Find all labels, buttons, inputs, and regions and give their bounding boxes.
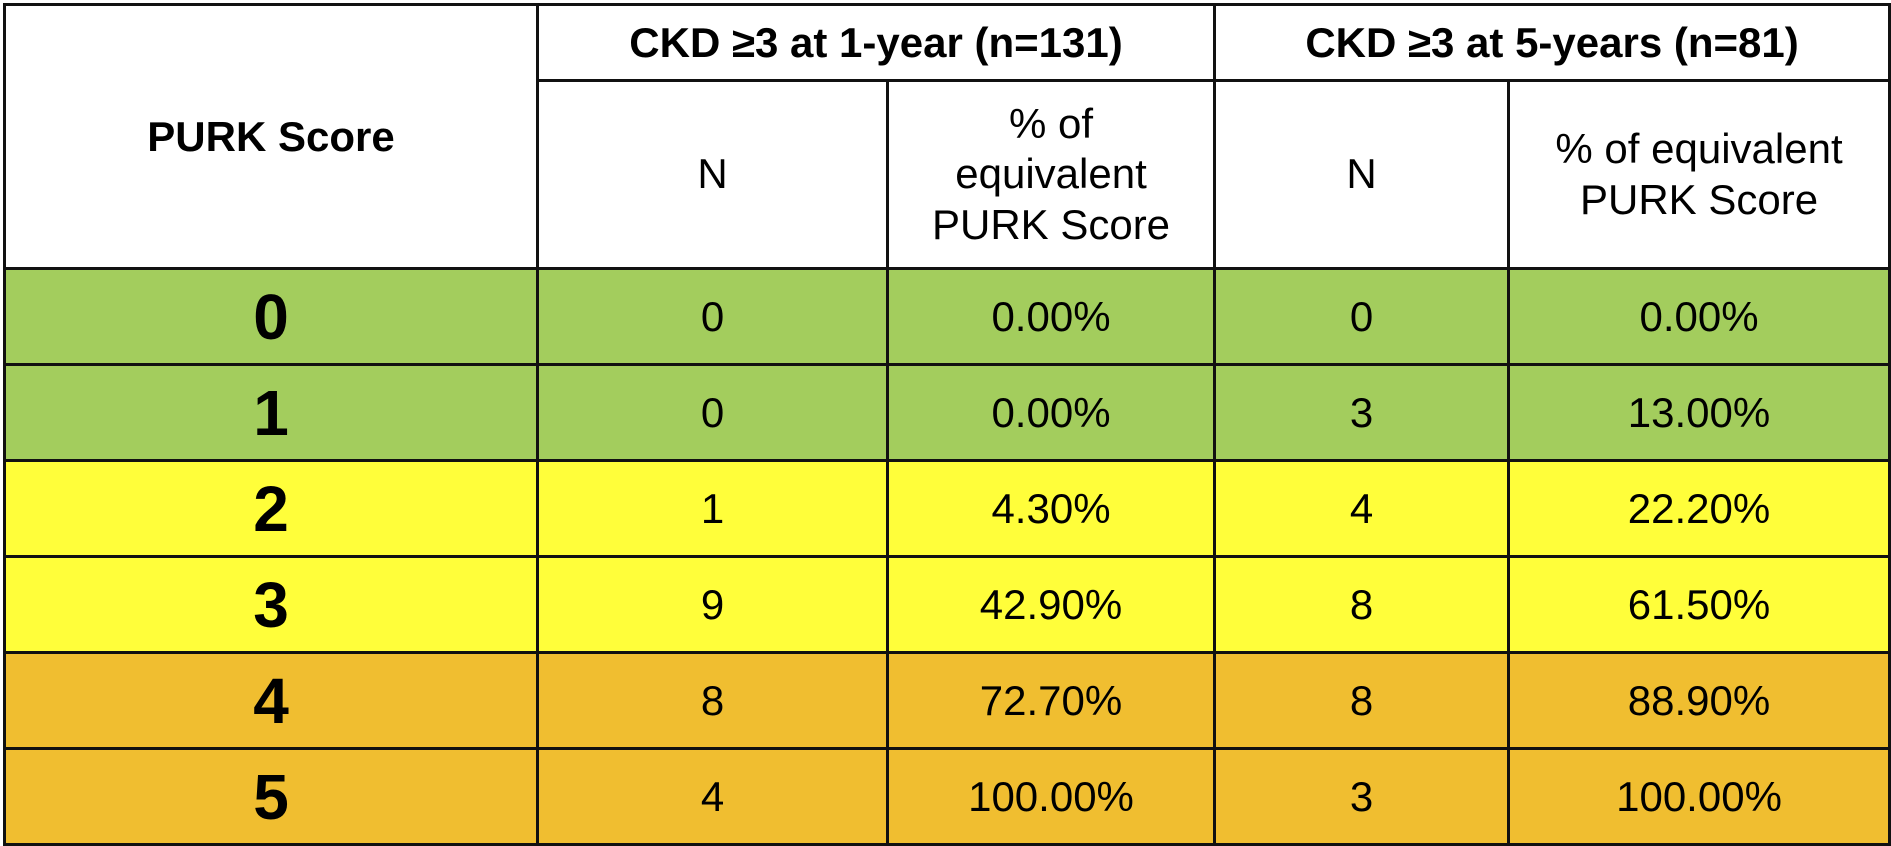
cell-n-1-year: 4 xyxy=(536,747,889,846)
cell-pct-1-year: 100.00% xyxy=(885,747,1217,846)
header-row-groups: PURK Score CKD ≥3 at 1-year (n=131) CKD … xyxy=(3,3,1891,270)
cell-n-5-years: 8 xyxy=(1213,555,1511,654)
cell-n-5-years: 4 xyxy=(1213,459,1511,558)
table-row: 4 8 72.70% 8 88.90% xyxy=(3,651,1891,750)
cell-pct-5-years: 88.90% xyxy=(1507,651,1891,750)
table-row: 1 0 0.00% 3 13.00% xyxy=(3,363,1891,462)
cell-n-5-years: 8 xyxy=(1213,651,1511,750)
header-pct-1-year-line-1: % of xyxy=(1008,99,1094,147)
header-pct-5-years-line-1: % of equivalent xyxy=(1555,125,1843,173)
header-group-5-years: CKD ≥3 at 5-years (n=81) xyxy=(1213,3,1891,82)
cell-purk-score: 2 xyxy=(3,459,539,558)
cell-purk-score: 3 xyxy=(3,555,539,654)
header-row-subcolumns: N % of equivalent PURK Score N % of equi… xyxy=(5,79,1891,270)
header-pct-5-years-line-2: PURK Score xyxy=(1579,175,1819,223)
cell-pct-1-year: 4.30% xyxy=(885,459,1217,558)
cell-n-1-year: 1 xyxy=(536,459,889,558)
header-group-1-year: CKD ≥3 at 1-year (n=131) xyxy=(535,3,1217,82)
cell-pct-1-year: 72.70% xyxy=(885,651,1217,750)
table-body: 0 0 0.00% 0 0.00% 1 0 0.00% 3 13.00% 2 1 4.30% 4 22.20… xyxy=(3,267,1891,846)
header-pct-1-year-line-3: PURK Score xyxy=(931,200,1171,248)
cell-n-1-year: 9 xyxy=(536,555,889,654)
header-purk-score: PURK Score xyxy=(3,3,539,270)
header-n-1-year: N xyxy=(536,79,889,270)
cell-purk-score: 1 xyxy=(3,363,539,462)
cell-purk-score: 0 xyxy=(3,267,539,366)
header-pct-5-years: % of equivalent PURK Score xyxy=(1507,79,1891,270)
cell-pct-5-years: 22.20% xyxy=(1507,459,1891,558)
cell-n-5-years: 3 xyxy=(1213,747,1511,846)
cell-pct-1-year: 42.90% xyxy=(885,555,1217,654)
table-row: 2 1 4.30% 4 22.20% xyxy=(3,459,1891,558)
cell-n-1-year: 0 xyxy=(536,267,889,366)
cell-n-1-year: 8 xyxy=(536,651,889,750)
cell-pct-5-years: 0.00% xyxy=(1507,267,1891,366)
table-row: 5 4 100.00% 3 100.00% xyxy=(3,747,1891,846)
header-pct-1-year-line-2: equivalent xyxy=(955,150,1147,198)
header-n-5-years: N xyxy=(1213,79,1511,270)
table-row: 0 0 0.00% 0 0.00% xyxy=(3,267,1891,366)
table-row: 3 9 42.90% 8 61.50% xyxy=(3,555,1891,654)
cell-pct-5-years: 61.50% xyxy=(1507,555,1891,654)
cell-purk-score: 5 xyxy=(3,747,539,846)
header-pct-1-year: % of equivalent PURK Score xyxy=(885,79,1217,270)
cell-n-5-years: 3 xyxy=(1213,363,1511,462)
cell-pct-5-years: 100.00% xyxy=(1507,747,1891,846)
cell-pct-1-year: 0.00% xyxy=(885,363,1217,462)
cell-pct-5-years: 13.00% xyxy=(1507,363,1891,462)
cell-pct-1-year: 0.00% xyxy=(885,267,1217,366)
cell-n-5-years: 0 xyxy=(1213,267,1511,366)
cell-n-1-year: 0 xyxy=(536,363,889,462)
cell-purk-score: 4 xyxy=(3,651,539,750)
purk-score-table: PURK Score CKD ≥3 at 1-year (n=131) CKD … xyxy=(3,3,1891,846)
